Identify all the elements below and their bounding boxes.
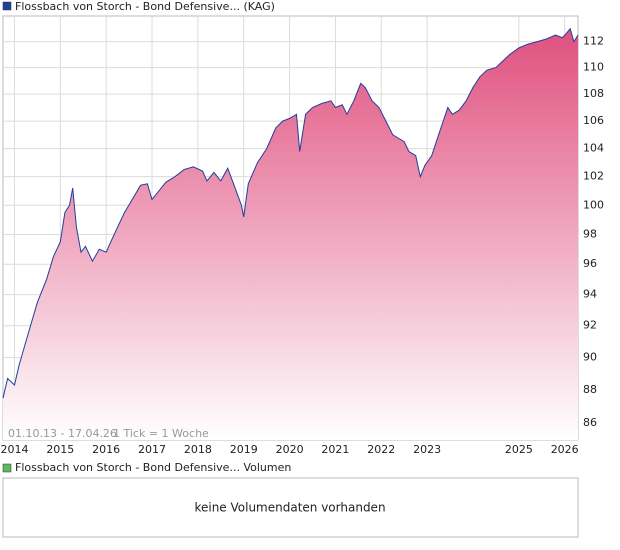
volume-frame (2, 477, 579, 538)
y-tick-label: 108 (583, 87, 604, 100)
y-tick-label: 92 (583, 319, 597, 332)
date-range: 01.10.13 - 17.04.26 (8, 427, 117, 440)
y-tick-label: 90 (583, 350, 597, 363)
x-tick-label: 2022 (367, 443, 395, 456)
volume-legend-label: Flossbach von Storch - Bond Defensive...… (15, 461, 291, 474)
x-tick-label: 2015 (46, 443, 74, 456)
x-tick-label: 2025 (505, 443, 533, 456)
volume-legend-swatch (2, 463, 12, 473)
x-tick-label: 2020 (276, 443, 304, 456)
x-tick-label: 2014 (0, 443, 28, 456)
x-tick-label: 2021 (321, 443, 349, 456)
legend-label: Flossbach von Storch - Bond Defensive...… (15, 0, 275, 13)
tick-note: 1 Tick = 1 Woche (113, 427, 209, 440)
x-tick-label: 2026 (551, 443, 579, 456)
x-tick-label: 2017 (138, 443, 166, 456)
y-tick-label: 98 (583, 227, 597, 240)
y-tick-label: 96 (583, 257, 597, 270)
y-tick-label: 88 (583, 383, 597, 396)
x-tick-label: 2016 (92, 443, 120, 456)
y-tick-label: 102 (583, 170, 604, 183)
y-tick-label: 110 (583, 61, 604, 74)
y-tick-label: 86 (583, 416, 597, 429)
legend-swatch (2, 1, 12, 11)
x-tick-label: 2018 (184, 443, 212, 456)
y-tick-label: 104 (583, 142, 604, 155)
y-tick-label: 106 (583, 114, 604, 127)
y-tick-label: 94 (583, 288, 597, 301)
x-tick-label: 2023 (413, 443, 441, 456)
y-tick-label: 112 (583, 35, 604, 48)
volume-message: keine Volumendaten vorhanden (194, 501, 385, 515)
x-tick-label: 2019 (230, 443, 258, 456)
area-fill (3, 28, 578, 440)
y-tick-label: 100 (583, 198, 604, 211)
price-line (2, 27, 579, 399)
